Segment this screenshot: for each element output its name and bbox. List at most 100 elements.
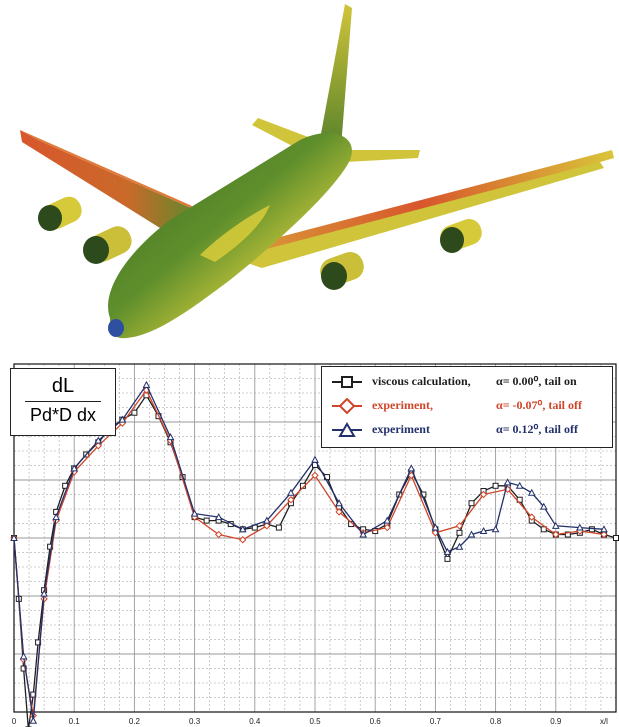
chart-legend: viscous calculation, α= 0.00⁰, tail on e… — [321, 366, 613, 448]
x-tick-label: 0.3 — [189, 717, 201, 726]
data-point-square — [588, 526, 595, 533]
legend-condition: α= 0.00⁰, tail on — [496, 374, 577, 388]
horizontal-stabilizer-right — [345, 150, 420, 162]
data-point-square — [275, 524, 282, 531]
data-point-triangle — [455, 542, 464, 550]
data-point-triangle — [94, 436, 103, 444]
data-point-triangle — [166, 433, 175, 441]
data-point-triangle — [142, 380, 151, 388]
data-point-triangle — [29, 716, 38, 724]
legend-name: experiment, — [372, 398, 433, 412]
data-point-triangle — [214, 513, 223, 521]
data-point-square — [444, 555, 451, 562]
data-point-diamond — [214, 530, 223, 539]
data-point-triangle — [70, 464, 79, 472]
data-point-triangle — [19, 652, 28, 660]
chart-series — [10, 380, 619, 727]
data-point-triangle — [311, 455, 319, 463]
right-wing-lower — [232, 162, 604, 268]
data-point-square — [456, 529, 463, 536]
data-point-diamond — [335, 508, 343, 516]
data-point-square — [20, 665, 27, 672]
left-wing — [20, 130, 200, 230]
data-point-triangle — [467, 530, 476, 538]
engine-inner-right — [320, 251, 364, 290]
x-tick-label: 0 — [12, 717, 17, 726]
data-point-triangle — [443, 547, 452, 555]
x-tick-label: 0.6 — [370, 717, 382, 726]
data-point-triangle — [190, 509, 199, 517]
data-point-diamond — [528, 513, 536, 521]
aircraft-illustration — [20, 4, 614, 339]
x-tick-label: 0.5 — [309, 717, 321, 726]
x-tick-label: 0.9 — [550, 717, 562, 726]
x-tick-label: 0.8 — [490, 717, 502, 726]
data-point-triangle — [52, 513, 60, 521]
y-axis-label-box: dL Pd*D dx — [10, 368, 116, 436]
data-point-diamond — [239, 536, 247, 544]
y-axis-label-denominator: Pd*D dx — [29, 405, 97, 425]
engine-outer-left — [38, 196, 82, 231]
data-point-triangle — [118, 415, 127, 423]
data-point-square — [203, 517, 210, 524]
data-point-square — [468, 500, 475, 507]
data-point-triangle — [515, 481, 524, 489]
cockpit-highlight — [200, 205, 270, 262]
x-tick-label: 0.2 — [129, 717, 141, 726]
x-tick-label: 0.4 — [249, 717, 261, 726]
vertical-tail — [318, 4, 352, 160]
engine-inner-left — [83, 226, 132, 264]
data-point-triangle — [407, 464, 416, 472]
data-point-triangle — [238, 525, 247, 533]
data-point-diamond — [479, 490, 488, 499]
data-point-triangle — [491, 525, 500, 533]
legend-entry-viscous: viscous calculation, α= 0.00⁰, tail on — [322, 371, 612, 393]
legend-condition: α= 0.12⁰, tail off — [496, 422, 579, 436]
data-point-triangle — [479, 526, 488, 535]
diamond-marker-icon — [332, 398, 362, 414]
data-point-triangle — [383, 516, 392, 524]
y-axis-label-numerator: dL — [51, 375, 75, 397]
legend-name: viscous calculation, — [372, 374, 471, 388]
data-point-triangle — [527, 488, 536, 496]
data-point-triangle — [600, 525, 608, 533]
data-point-square — [540, 526, 547, 533]
data-point-diamond — [311, 471, 319, 480]
nose-cone — [108, 319, 124, 337]
legend-entry-experiment-2: experiment α= 0.12⁰, tail off — [322, 419, 612, 441]
data-point-square — [613, 535, 619, 541]
data-point-diamond — [383, 523, 391, 532]
left-wing-upper — [20, 130, 200, 212]
legend-name: experiment — [372, 422, 430, 436]
series-line-diamond — [13, 388, 605, 716]
data-point-triangle — [335, 499, 343, 507]
x-tick-label: 0.7 — [430, 717, 442, 726]
data-point-diamond — [94, 442, 102, 450]
legend-condition: α= -0.07⁰, tail off — [496, 398, 582, 412]
data-point-square — [564, 531, 571, 538]
x-tick-label: 0.1 — [69, 717, 81, 726]
data-point-triangle — [262, 516, 271, 524]
data-point-triangle — [431, 523, 440, 531]
legend-entry-experiment-1: experiment, α= -0.07⁰, tail off — [322, 395, 612, 417]
data-point-triangle — [359, 530, 368, 538]
fraction-bar — [25, 401, 101, 402]
data-point-triangle — [10, 533, 18, 541]
engine-outer-right — [440, 218, 482, 253]
data-point-square — [492, 482, 499, 489]
data-point-triangle — [287, 488, 295, 496]
triangle-marker-icon — [332, 422, 362, 437]
x-tick-label: x/l — [600, 717, 608, 726]
data-point-triangle — [503, 478, 512, 486]
data-point-triangle — [576, 523, 584, 531]
square-marker-icon — [332, 376, 362, 388]
data-point-triangle — [40, 589, 48, 597]
data-point-diamond — [263, 522, 271, 530]
data-point-triangle — [539, 502, 548, 510]
x-tick-labels: 0 0.1 0.2 0.3 0.4 0.5 0.6 0.7 0.8 0.9 x/l — [12, 717, 608, 726]
data-point-diamond — [455, 522, 464, 530]
data-point-triangle — [551, 521, 560, 529]
data-point-diamond — [287, 496, 295, 504]
data-point-diamond — [600, 530, 608, 539]
